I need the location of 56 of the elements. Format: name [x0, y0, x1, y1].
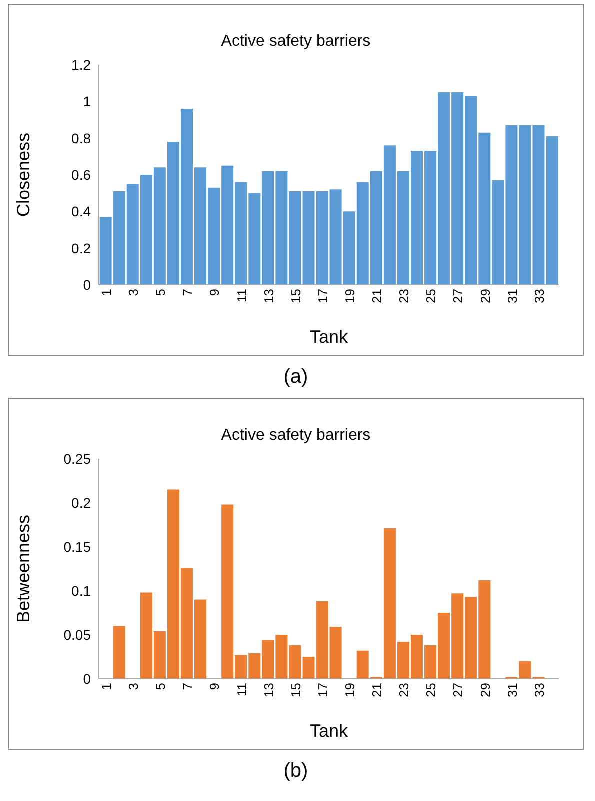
x-tick-label: 5	[153, 289, 168, 296]
y-tick-label: 0	[83, 276, 92, 293]
y-axis-title: Betweenness	[13, 514, 34, 624]
x-tick-label: 23	[396, 289, 412, 304]
x-axis-title: Tank	[310, 721, 350, 741]
chart-title: Active safety barriers	[220, 33, 372, 51]
y-tick-label: 0.25	[64, 450, 92, 467]
y-tick-label: 0.2	[72, 494, 92, 511]
y-tick-label: 0.1	[72, 582, 92, 599]
x-tick-label: 3	[126, 683, 142, 690]
x-axis-title: Tank	[310, 327, 350, 347]
x-tick-label: 21	[370, 683, 385, 698]
x-tick-label: 5	[153, 683, 168, 690]
x-tick-label: 33	[532, 289, 547, 304]
x-tick-label: 9	[207, 289, 222, 296]
text: (a)	[282, 365, 310, 390]
x-tick-label: 7	[180, 683, 196, 690]
x-tick-label: 17	[315, 683, 330, 698]
x-tick-label: 1	[98, 683, 114, 690]
y-tick-label: 1.2	[72, 56, 92, 73]
x-tick-label: 21	[370, 289, 385, 304]
y-tick-label: 0.15	[64, 538, 92, 555]
x-tick-label: 31	[504, 289, 520, 304]
x-tick-label: 25	[424, 289, 439, 304]
x-tick-label: 27	[450, 289, 466, 304]
x-tick-label: 31	[504, 683, 520, 698]
x-tick-label: 1	[98, 289, 114, 296]
x-tick-label: 19	[342, 289, 358, 304]
y-tick-label: 0	[83, 670, 92, 687]
x-tick-label: 13	[261, 683, 276, 698]
x-tick-label: 9	[207, 683, 222, 690]
bar	[113, 626, 126, 679]
x-tick-label: 11	[234, 683, 250, 696]
y-tick-label: 0.6	[72, 166, 92, 183]
x-tick-label: 29	[478, 683, 493, 698]
chart-title: Active safety barriers	[220, 427, 372, 445]
x-tick-label: 15	[288, 289, 304, 304]
x-tick-label: 13	[261, 289, 276, 304]
y-tick-label: 1	[83, 94, 92, 110]
x-tick-label: 3	[126, 289, 142, 296]
x-tick-label: 33	[532, 683, 547, 698]
x-tick-label: 29	[478, 289, 493, 304]
x-tick-label: 25	[424, 683, 439, 698]
x-tick-label: 15	[288, 683, 304, 698]
x-tick-label: 27	[450, 683, 466, 698]
y-axis-title: Closeness	[13, 132, 34, 218]
text: (b)	[282, 759, 310, 784]
x-tick-label: 19	[342, 683, 358, 698]
x-tick-label: 7	[180, 289, 196, 296]
y-tick-label: 0.4	[72, 204, 92, 220]
y-tick-label: 0.8	[72, 130, 92, 146]
x-tick-label: 23	[396, 683, 412, 698]
y-tick-label: 0.05	[64, 626, 92, 643]
x-tick-label: 11	[234, 289, 250, 302]
y-tick-label: 0.2	[72, 240, 92, 256]
x-tick-label: 17	[315, 289, 330, 304]
